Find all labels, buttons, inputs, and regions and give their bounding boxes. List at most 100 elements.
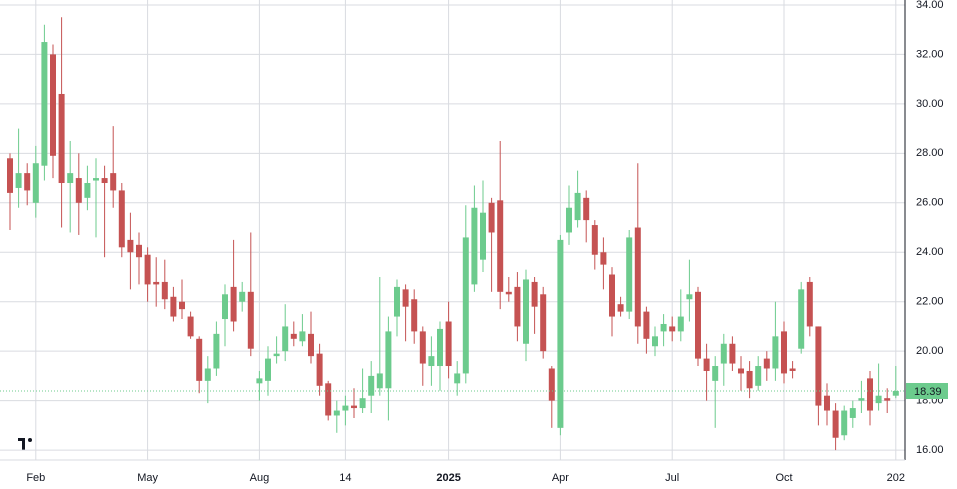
candle-body [806, 281, 813, 327]
candle-body [738, 368, 744, 374]
candle-body [849, 408, 856, 418]
candle-body [359, 398, 366, 409]
candle-body [67, 173, 74, 184]
candle-body [333, 410, 340, 416]
candle-body [325, 383, 332, 416]
candle-body [789, 368, 796, 371]
candle-body [720, 343, 727, 364]
logo [18, 438, 32, 450]
candle-body [471, 207, 478, 285]
x-tick-label: 202 [887, 472, 905, 484]
candle-body [222, 294, 228, 320]
candle-body [832, 410, 839, 438]
candle-body [660, 323, 667, 332]
x-tick-label: 14 [339, 472, 351, 484]
y-tick-label: 22.00 [916, 296, 944, 308]
candle-body [282, 326, 289, 352]
candle-body [600, 252, 607, 265]
candle-body [24, 173, 31, 191]
candle-body [144, 254, 151, 285]
candle-body [652, 336, 658, 347]
candle-body [204, 368, 211, 381]
candle-body [256, 378, 263, 384]
candle-body [213, 333, 220, 369]
candle-body [290, 333, 297, 339]
candle-body [729, 343, 736, 364]
candle-body [695, 291, 701, 359]
candle-body [480, 212, 486, 260]
x-tick-label: Oct [775, 472, 792, 484]
candle-body [316, 353, 323, 386]
candle-body [815, 326, 822, 406]
candle-body [884, 398, 891, 401]
candle-body [58, 93, 65, 184]
x-tick-label: Aug [250, 472, 270, 484]
last-price-label: 18.39 [914, 386, 942, 398]
candle-body [488, 202, 495, 233]
candle-body [798, 289, 805, 349]
candle-body [892, 391, 899, 396]
candle-body [462, 237, 469, 374]
candle-body [755, 366, 762, 386]
last-price-box [906, 383, 948, 399]
candle-body [514, 286, 521, 327]
candle-body [342, 405, 349, 411]
candle-body [669, 326, 676, 332]
candle-body [127, 239, 134, 253]
candle-body [50, 54, 56, 156]
candle-body [308, 333, 314, 357]
candle-body [523, 279, 529, 344]
candle-body [763, 358, 770, 369]
x-tick-label: Feb [26, 472, 45, 484]
candle-body [875, 395, 882, 404]
y-tick-label: 16.00 [916, 444, 944, 456]
candle-body [703, 358, 710, 371]
candle-body [867, 378, 873, 411]
x-tick-label: Jul [665, 472, 679, 484]
candle-body [591, 225, 598, 255]
candle-body [15, 173, 22, 188]
candle-body [841, 410, 848, 436]
candle-body [643, 311, 650, 339]
candle-body [118, 190, 125, 248]
candle-body [531, 281, 538, 307]
candle-body [170, 296, 177, 317]
candle-body [41, 42, 48, 166]
candle-body [32, 163, 39, 203]
candle-body [265, 358, 271, 381]
candle-body [411, 299, 418, 332]
candle-body [540, 294, 547, 352]
candle-body [368, 375, 375, 396]
candle-body [110, 173, 117, 191]
candle-body [385, 331, 392, 389]
candle-body [93, 178, 99, 181]
candle-body [247, 291, 254, 349]
candle-body [583, 197, 590, 221]
candle-body [781, 331, 787, 374]
candle-body [548, 368, 555, 401]
candle-body [746, 370, 753, 389]
candle-body [299, 331, 306, 342]
candle-body [617, 304, 624, 312]
candle-body [239, 291, 246, 302]
y-tick-label: 30.00 [916, 98, 944, 110]
candle-body [497, 200, 504, 292]
candle-body [858, 398, 865, 401]
y-tick-label: 24.00 [916, 246, 944, 258]
candle-body [609, 274, 615, 317]
x-tick-label: Apr [552, 472, 569, 484]
candle-body [626, 237, 633, 312]
candle-body [677, 316, 684, 332]
candle-body [454, 373, 461, 384]
candle-body [153, 281, 160, 285]
candle-body [437, 328, 443, 367]
y-tick-label: 34.00 [916, 0, 944, 11]
candle-body [566, 207, 572, 233]
x-tick-label: May [137, 472, 158, 484]
candle-body [634, 227, 641, 327]
candle-body [273, 353, 280, 357]
y-tick-label: 32.00 [916, 48, 944, 60]
y-tick-label: 28.00 [916, 147, 944, 159]
candle-body [230, 286, 237, 322]
